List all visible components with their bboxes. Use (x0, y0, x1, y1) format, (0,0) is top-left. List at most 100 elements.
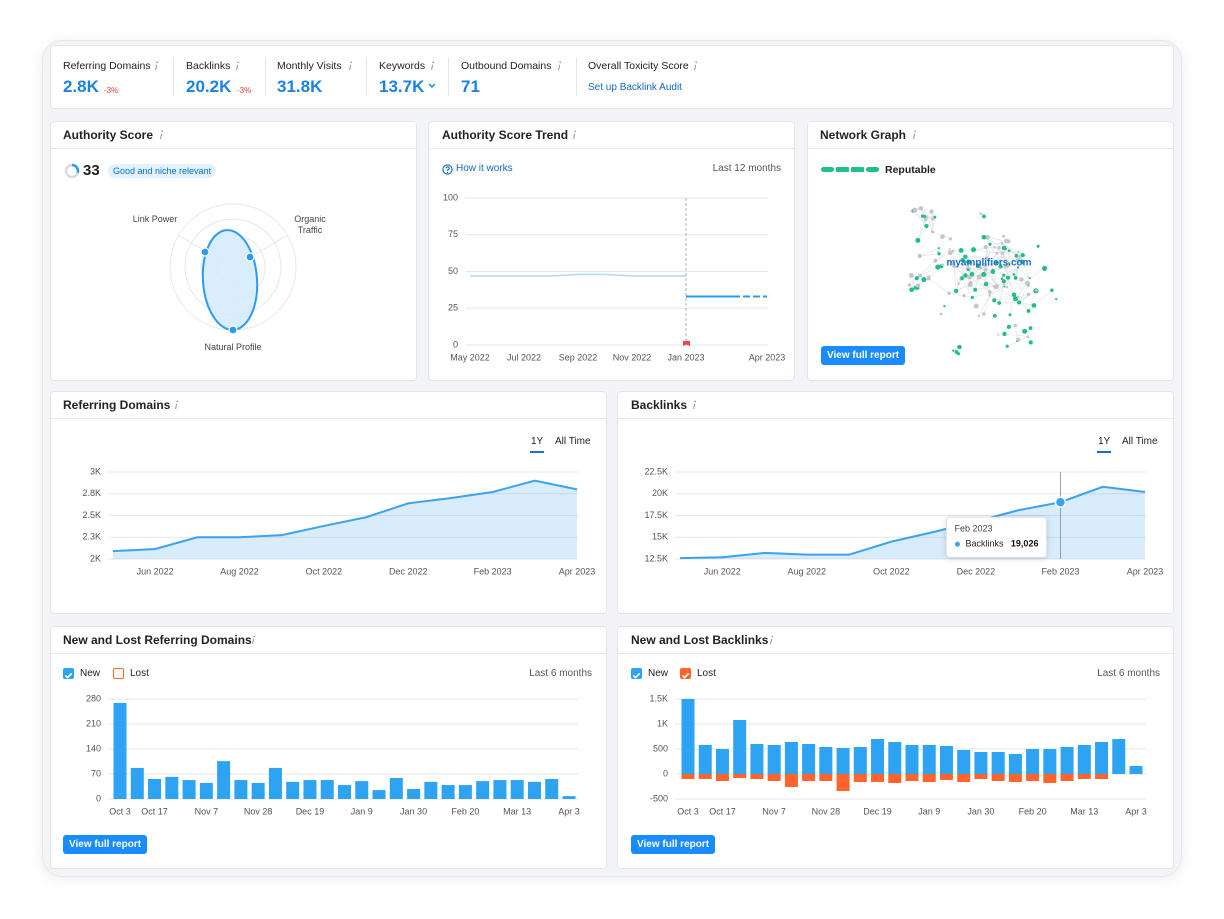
bar (957, 750, 971, 774)
network-edge (920, 208, 933, 220)
bar (888, 742, 902, 774)
audit-link[interactable]: Set up Backlink Audit (588, 82, 682, 93)
network-node (982, 312, 986, 316)
network-node (948, 248, 951, 251)
network-node (981, 234, 987, 240)
network-node (926, 215, 929, 218)
legend-checkbox[interactable] (113, 668, 124, 679)
network-node (1001, 245, 1007, 251)
x-tick-label: Jan 30 (400, 806, 427, 816)
network-node (991, 268, 995, 272)
metric-label: Backlinks (186, 60, 231, 72)
y-tick-label: 2.5K (82, 510, 101, 520)
network-edge (953, 266, 959, 284)
network-node (937, 252, 941, 256)
x-tick-label: Aug 2022 (220, 566, 259, 576)
view-report-button[interactable]: View full report (631, 835, 716, 854)
network-edge (1015, 255, 1023, 278)
new-lost-domains-chart: 0 70 140 210 280 Oct 3 Oct 17 Nov 7 Nov 28 Dec 19… (86, 693, 580, 816)
range-toggle[interactable]: 1Y (531, 436, 544, 447)
separator (51, 148, 416, 149)
bar (113, 702, 127, 799)
score-badge: Good and niche relevant (108, 164, 217, 178)
network-node (1031, 303, 1037, 308)
network-edge (973, 249, 997, 254)
how-it-works-link[interactable]: How it works (456, 163, 513, 174)
bar (802, 744, 816, 774)
network-edge (961, 278, 973, 298)
network-edge (980, 244, 991, 269)
x-tick-label: Jan 2023 (667, 352, 704, 362)
y-tick-label: 12.5K (644, 553, 668, 563)
separator (366, 58, 367, 96)
bar (939, 746, 953, 774)
metric-value[interactable]: 13.7K (379, 77, 425, 96)
radar (169, 203, 297, 335)
bar (819, 774, 833, 781)
network-edge (919, 248, 939, 257)
bar (165, 776, 179, 799)
legend-checkbox[interactable] (63, 668, 74, 679)
referring-domains-chart: 2K 2.3K 2.5K 2.8K 3K Jun 2022 Aug 2022 Oct 2022… (82, 466, 595, 576)
bar (320, 780, 334, 799)
metrics-bar (50, 45, 1174, 109)
network-node (917, 253, 922, 258)
network-node (1005, 286, 1009, 289)
network-edge (949, 252, 966, 257)
x-tick-label: Nov 2022 (613, 352, 652, 362)
help-icon[interactable] (442, 164, 453, 175)
x-tick-label: Jun 2022 (704, 566, 741, 576)
metric-label: Keywords (379, 60, 426, 72)
network-node (1006, 324, 1011, 329)
network-node (982, 262, 988, 268)
chevron[interactable] (428, 83, 436, 89)
network-edge (1003, 267, 1019, 282)
network-edge (985, 269, 998, 286)
network-node (988, 294, 991, 297)
y-tick-label: 70 (91, 768, 101, 778)
network-edge (1029, 268, 1045, 279)
network-edge (969, 276, 990, 293)
legend-checkbox[interactable] (631, 668, 642, 679)
backlinks-panel (617, 391, 1174, 614)
separator (808, 148, 1173, 149)
network-node (952, 264, 956, 268)
network-node (1016, 337, 1021, 342)
metric-label: Monthly Visits (277, 60, 342, 72)
network-node (1025, 280, 1031, 286)
separator (173, 58, 174, 96)
network-node (1028, 326, 1033, 330)
panel-title: New and Lost Backlinks (631, 633, 769, 647)
x-tick-label: Mar 13 (503, 806, 531, 816)
bar (1112, 739, 1126, 774)
network-edge (1028, 290, 1037, 312)
x-tick-label: Oct 3 (109, 806, 131, 816)
network-node (1026, 335, 1030, 338)
bar (715, 774, 729, 781)
network-edge (1018, 285, 1029, 303)
x-tick-label: Nov 28 (244, 806, 273, 816)
bar (1129, 766, 1143, 774)
tooltip-title: Feb 2023 (954, 524, 992, 534)
network-node (935, 264, 941, 270)
network-node (988, 242, 992, 246)
view-report-button[interactable]: View full report (821, 346, 906, 365)
network-node (929, 209, 934, 214)
network-edge (953, 266, 966, 276)
network-node (920, 214, 925, 218)
range-toggle[interactable]: All Time (555, 436, 591, 447)
view-report-button[interactable]: View full report (63, 835, 148, 854)
bar (234, 780, 248, 799)
panel-title: Referring Domains (63, 398, 171, 412)
network-node (918, 273, 923, 278)
bar (148, 779, 162, 799)
range-toggle[interactable]: 1Y (1098, 436, 1111, 447)
legend-checkbox[interactable] (680, 668, 691, 679)
network-node (1055, 297, 1058, 301)
range-toggle[interactable]: All Time (1122, 436, 1158, 447)
bar (750, 744, 764, 774)
x-tick-label: Jan 9 (351, 806, 373, 816)
bar (476, 781, 490, 799)
bar (939, 774, 953, 780)
y-tick-label: 2K (90, 553, 101, 563)
